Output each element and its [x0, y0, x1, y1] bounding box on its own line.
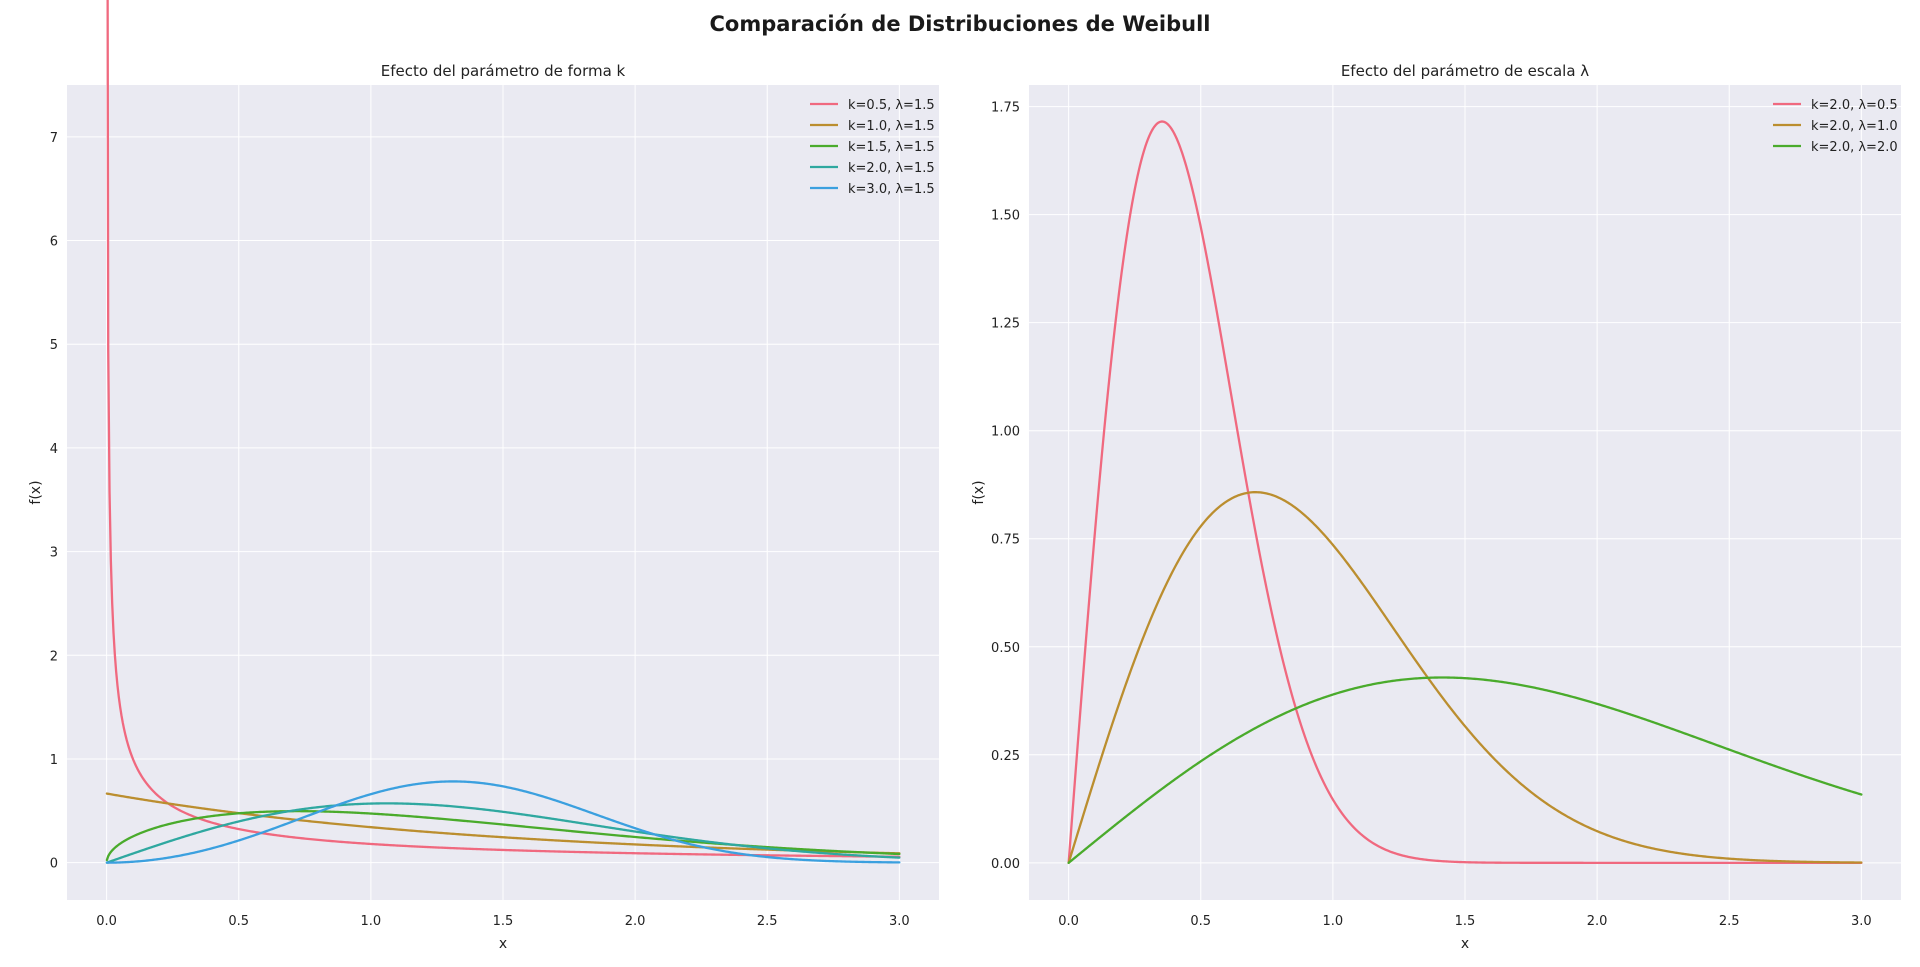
y-tick-label: 4 — [50, 442, 58, 457]
x-tick-label: 0.5 — [1190, 914, 1211, 929]
y-tick-label: 1 — [50, 753, 58, 768]
y-tick-label: 7 — [50, 131, 58, 146]
x-tick-label: 2.0 — [1587, 914, 1608, 929]
x-tick-label: 3.0 — [1851, 914, 1872, 929]
legend-entry: k=1.0, λ=1.5 — [848, 119, 935, 134]
series-line-1 — [106, 0, 901, 858]
y-tick-label: 0.25 — [991, 749, 1020, 764]
x-axis-label: x — [1461, 936, 1469, 952]
x-tick-label: 0.0 — [96, 914, 117, 929]
figure-title: Comparación de Distribuciones de Weibull — [709, 12, 1211, 36]
x-tick-label: 3.0 — [889, 914, 910, 929]
legend-entry: k=2.0, λ=2.0 — [1811, 140, 1898, 155]
legend-entry: k=2.0, λ=0.5 — [1811, 98, 1898, 113]
y-axis-label: f(x) — [28, 480, 44, 504]
grid-lines — [67, 85, 939, 900]
series-line-3 — [1067, 676, 1863, 864]
x-tick-label: 0.5 — [228, 914, 249, 929]
y-tick-label: 1.00 — [991, 425, 1020, 440]
chart-shape-parameter: 0.0 0.5 1.0 1.5 2.0 2.5 3.0 0 1 2 3 4 5 6 7 x f(x) Efecto… — [28, 0, 939, 952]
chart-scale-parameter: 0.0 0.5 1.0 1.5 2.0 2.5 3.0 0.00 0.25 0.50 0.75 1.0… — [971, 62, 1901, 952]
series-line-3 — [105, 810, 901, 862]
legend-entry: k=1.5, λ=1.5 — [848, 140, 935, 155]
y-tick-label: 0.00 — [991, 857, 1020, 872]
legend: k=2.0, λ=0.5 k=2.0, λ=1.0 k=2.0, λ=2.0 — [1773, 98, 1898, 155]
series-line-1 — [1067, 120, 1863, 864]
x-tick-label: 1.0 — [1323, 914, 1344, 929]
y-tick-label: 2 — [50, 649, 58, 664]
y-tick-label: 0.50 — [991, 641, 1020, 656]
y-tick-label: 1.75 — [991, 101, 1020, 116]
series-line-2 — [1067, 491, 1863, 864]
legend-entry: k=0.5, λ=1.5 — [848, 98, 935, 113]
x-tick-label: 1.0 — [361, 914, 382, 929]
y-tick-label: 0 — [50, 857, 58, 872]
x-tick-label: 2.5 — [757, 914, 778, 929]
x-tick-label: 2.5 — [1719, 914, 1740, 929]
y-tick-label: 6 — [50, 235, 58, 250]
legend-entry: k=2.0, λ=1.5 — [848, 161, 935, 176]
series-line-4 — [105, 802, 901, 864]
y-tick-label: 5 — [50, 338, 58, 353]
y-tick-label: 3 — [50, 546, 58, 561]
legend-entry: k=2.0, λ=1.0 — [1811, 119, 1898, 134]
legend-entry: k=3.0, λ=1.5 — [848, 182, 935, 197]
legend: k=0.5, λ=1.5 k=1.0, λ=1.5 k=1.5, λ=1.5 k=2.… — [810, 98, 935, 197]
x-tick-label: 1.5 — [1455, 914, 1476, 929]
x-tick-label: 1.5 — [493, 914, 514, 929]
chart-title: Efecto del parámetro de forma k — [381, 62, 626, 80]
x-tick-label: 2.0 — [625, 914, 646, 929]
chart-title: Efecto del parámetro de escala λ — [1341, 62, 1589, 80]
series-line-5 — [105, 780, 901, 864]
y-axis-label: f(x) — [971, 480, 987, 504]
x-axis-label: x — [499, 936, 507, 952]
grid-lines — [1029, 85, 1901, 900]
x-tick-label: 0.0 — [1058, 914, 1079, 929]
y-tick-label: 1.25 — [991, 317, 1020, 332]
y-tick-label: 0.75 — [991, 533, 1020, 548]
y-tick-label: 1.50 — [991, 209, 1020, 224]
